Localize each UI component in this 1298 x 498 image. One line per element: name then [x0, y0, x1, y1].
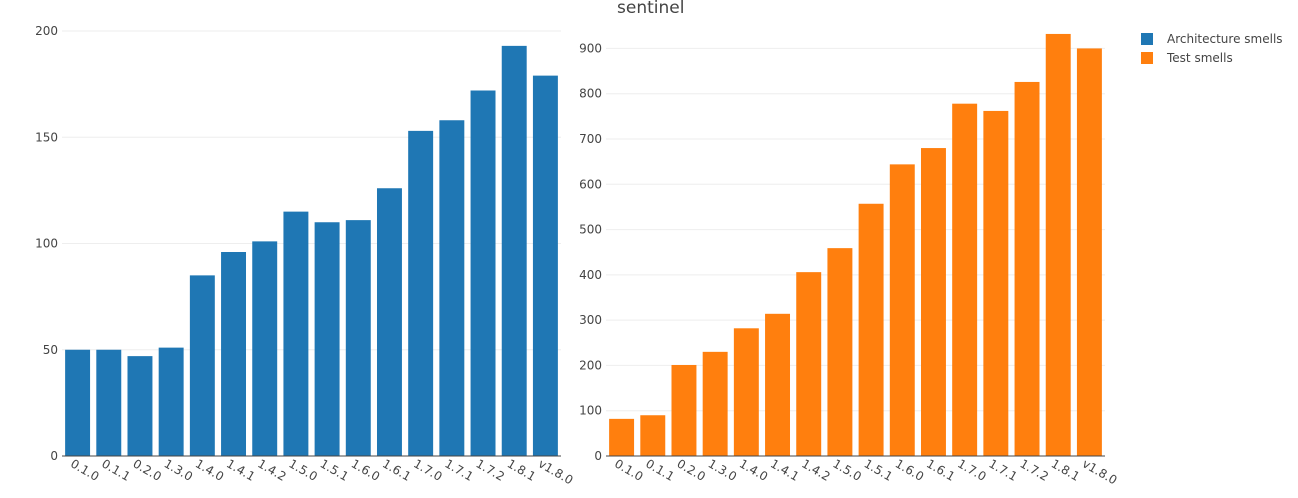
bar-1.6.0[interactable] [889, 164, 915, 457]
y-tick-label: 100 [35, 237, 58, 251]
legend-label: Architecture smells [1167, 32, 1283, 46]
y-tick-label: 0 [50, 449, 58, 463]
bar-v1.8.0[interactable] [1076, 48, 1102, 456]
x-tick-label: 1.6.0 [893, 456, 926, 483]
y-tick-label: 600 [579, 177, 602, 191]
bar-1.7.0[interactable] [952, 103, 978, 457]
x-tick-label: 0.2.0 [674, 456, 707, 483]
x-tick-label: 1.5.0 [830, 456, 863, 483]
y-tick-label: 150 [35, 130, 58, 144]
bar-1.8.1[interactable] [501, 45, 527, 456]
x-tick-label: 1.3.0 [706, 456, 739, 483]
x-tick-label: 1.4.0 [737, 456, 770, 483]
bar-1.7.0[interactable] [408, 130, 434, 456]
y-tick-label: 200 [579, 358, 602, 372]
bar-1.4.1[interactable] [765, 313, 791, 456]
bar-v1.8.0[interactable] [532, 75, 558, 456]
bar-0.1.0[interactable] [609, 418, 635, 456]
x-tick-label: 1.7.2 [1018, 456, 1051, 483]
bar-1.7.1[interactable] [983, 110, 1009, 456]
y-tick-label: 200 [35, 24, 58, 38]
chart-panels: 0501001502000.1.00.1.10.2.01.3.01.4.01.4… [35, 24, 1119, 487]
x-tick-label: 1.4.2 [799, 456, 832, 483]
x-tick-label: 1.4.1 [224, 456, 257, 483]
bar-1.5.0[interactable] [827, 248, 853, 456]
bar-1.6.1[interactable] [920, 148, 946, 456]
y-tick-label: 700 [579, 132, 602, 146]
bar-1.7.2[interactable] [470, 90, 496, 457]
bar-1.4.2[interactable] [252, 241, 278, 456]
x-tick-label: 1.6.1 [924, 456, 957, 483]
legend-swatch [1141, 33, 1153, 45]
x-tick-label: v1.8.0 [536, 456, 576, 487]
bar-1.8.1[interactable] [1045, 33, 1071, 457]
bar-1.6.1[interactable] [376, 188, 402, 456]
chart-panel-2: 0 100 200 300 400 500 600 700 800 900 0.1.00.1.10.… [579, 33, 1120, 487]
bar-1.7.1[interactable] [439, 120, 465, 456]
legend-item-2[interactable]: Test smells [1141, 51, 1233, 65]
y-tick-label: 300 [579, 313, 602, 327]
x-tick-label: 1.4.2 [255, 456, 288, 483]
x-tick-label: 0.2.0 [130, 456, 163, 483]
bar-0.1.0[interactable] [65, 349, 91, 456]
x-tick-label: 0.1.0 [612, 456, 645, 483]
x-tick-label: 1.5.1 [862, 456, 895, 483]
y-tick-label: 500 [579, 223, 602, 237]
bar-1.5.0[interactable] [283, 211, 309, 456]
bar-1.4.1[interactable] [221, 252, 247, 456]
x-tick-label: 0.1.1 [99, 456, 132, 483]
bar-1.6.0[interactable] [345, 220, 371, 456]
x-tick-label: 1.7.2 [474, 456, 507, 483]
x-tick-label: 1.3.0 [162, 456, 195, 483]
legend[interactable]: Architecture smells Test smells [1141, 32, 1283, 65]
x-tick-label: 1.4.0 [193, 456, 226, 483]
x-tick-label: 1.5.0 [286, 456, 319, 483]
x-tick-label: 1.8.1 [1049, 456, 1082, 483]
x-tick-label: 0.1.0 [68, 456, 101, 483]
y-tick-label: 400 [579, 268, 602, 282]
bar-1.3.0[interactable] [702, 351, 728, 456]
chart-panel-1: 0501001502000.1.00.1.10.2.01.3.01.4.01.4… [35, 24, 575, 487]
x-tick-label: 1.6.0 [349, 456, 382, 483]
bar-0.2.0[interactable] [671, 364, 697, 456]
x-tick-label: 1.7.0 [955, 456, 988, 483]
chart-title: sentinel [617, 0, 684, 18]
y-tick-label: 100 [579, 404, 602, 418]
bar-0.1.1[interactable] [96, 349, 122, 456]
bar-1.5.1[interactable] [858, 203, 884, 456]
x-tick-label: v1.8.0 [1080, 456, 1120, 487]
bar-1.3.0[interactable] [158, 347, 184, 456]
bar-1.5.1[interactable] [314, 222, 340, 456]
y-tick-label: 900 [579, 41, 602, 55]
y-tick-label: 0 [594, 449, 602, 463]
bar-1.7.2[interactable] [1014, 81, 1040, 457]
bar-1.4.2[interactable] [796, 272, 822, 456]
x-tick-label: 1.7.1 [442, 456, 475, 483]
bar-1.4.0[interactable] [733, 328, 759, 456]
x-tick-label: 1.7.0 [411, 456, 444, 483]
x-tick-label: 1.5.1 [318, 456, 351, 483]
x-tick-label: 1.4.1 [768, 456, 801, 483]
legend-item-1[interactable]: Architecture smells [1141, 32, 1283, 46]
x-tick-label: 0.1.1 [643, 456, 676, 483]
x-tick-label: 1.8.1 [505, 456, 538, 483]
x-tick-label: 1.7.1 [986, 456, 1019, 483]
y-tick-label: 800 [579, 87, 602, 101]
legend-label: Test smells [1166, 51, 1233, 65]
legend-swatch [1141, 52, 1153, 64]
y-tick-label: 50 [43, 343, 58, 357]
bar-1.4.0[interactable] [189, 275, 215, 456]
bar-0.1.1[interactable] [640, 415, 666, 456]
x-tick-label: 1.6.1 [380, 456, 413, 483]
bar-0.2.0[interactable] [127, 356, 153, 456]
